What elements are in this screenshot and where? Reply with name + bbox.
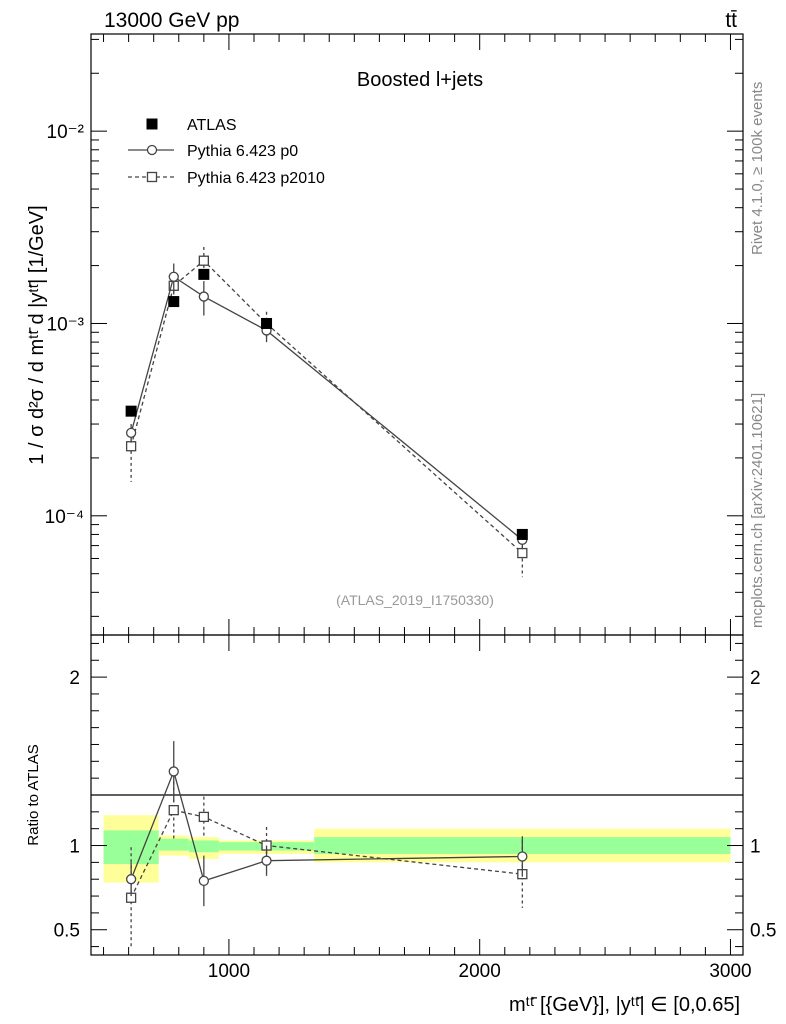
legend-label: ATLAS [187,117,237,134]
ratio-point-pythia-6-423-p0 [168,766,179,777]
ratio-point-pythia-6-423-p0 [261,855,272,866]
header-left: 13000 GeV pp [104,9,239,32]
legend-marker [146,118,158,130]
ratio-y-tick-label: 0.5 [54,921,80,942]
ratio-panel: 0.5 0.5 1 1 2 2 1000 2000 3000 Ratio to ATLAS m… [25,634,776,1016]
side-label-bottom: mcplots.cern.ch [arXiv:2401.10621] [749,393,766,628]
side-label-top: Rivet 4.1.0, ≥ 100k events [749,82,766,255]
ratio-y-tick-label-right: 0.5 [750,921,776,942]
ratio-y-tick-label: 1 [69,837,80,858]
main-panel: Boosted l+jets (ATLAS_2019_I1750330) 1 /… [26,33,744,636]
y-tick-label: 10⁻⁴ [45,507,84,528]
ratio-y-tick-label-right: 1 [750,837,761,858]
main-line-pythia-6-423-p0 [130,275,523,541]
main-ylabel: 1 / σ d²σ / d mᵗᵗ̄ d |yᵗᵗ̄| [1/GeV] [26,205,48,464]
ratio-y-tick-label: 2 [69,668,80,689]
main-point-atlas [168,296,180,308]
legend-marker [146,144,158,156]
x-axis-label: mᵗᵗ̄ [{GeV}], |yᵗᵗ̄| ∈ [0,0.65] [509,994,740,1016]
plot-title: Boosted l+jets [357,69,483,91]
legend: ATLAS Pythia 6.423 p0 Pythia 6.423 p2010 [128,117,325,187]
legend-label: Pythia 6.423 p2010 [187,170,325,187]
ratio-point-pythia-6-423-p2010 [168,805,179,816]
ratio-point-pythia-6-423-p0 [198,875,209,887]
main-point-pythia-6-423-p0 [198,291,209,302]
x-tick-label: 3000 [709,961,751,982]
main-point-pythia-6-423-p0 [168,271,179,282]
ratio-point-pythia-6-423-p0 [517,851,528,862]
main-point-atlas [261,317,273,329]
ratio-y-tick-label-right: 2 [750,668,761,689]
main-point-atlas [198,268,210,280]
main-point-pythia-6-423-p0 [125,427,137,438]
main-point-pythia-6-423-p2010 [517,547,528,559]
uncertainty-band-inner [158,838,189,851]
uncertainty-band-inner [188,840,219,853]
ratio-line-pythia-6-423-p0 [130,769,523,882]
x-tick-label: 1000 [208,961,250,982]
main-point-pythia-6-423-p2010 [125,441,137,452]
x-tick-label: 2000 [459,961,501,982]
y-tick-label: 10⁻² [47,122,85,143]
ratio-ylabel: Ratio to ATLAS [25,744,42,845]
legend-label: Pythia 6.423 p0 [187,143,298,160]
main-point-pythia-6-423-p2010 [198,255,209,266]
main-point-atlas [516,528,528,540]
y-tick-label: 10⁻³ [47,314,85,335]
ratio-point-pythia-6-423-p2010 [198,811,209,823]
main-point-atlas [125,405,137,417]
watermark: (ATLAS_2019_I1750330) [336,592,494,608]
ratio-point-pythia-6-423-p0 [125,874,137,885]
main-line-pythia-6-423-p2010 [130,259,523,554]
legend-marker [146,171,158,183]
header-right: tt̄ [725,9,737,32]
